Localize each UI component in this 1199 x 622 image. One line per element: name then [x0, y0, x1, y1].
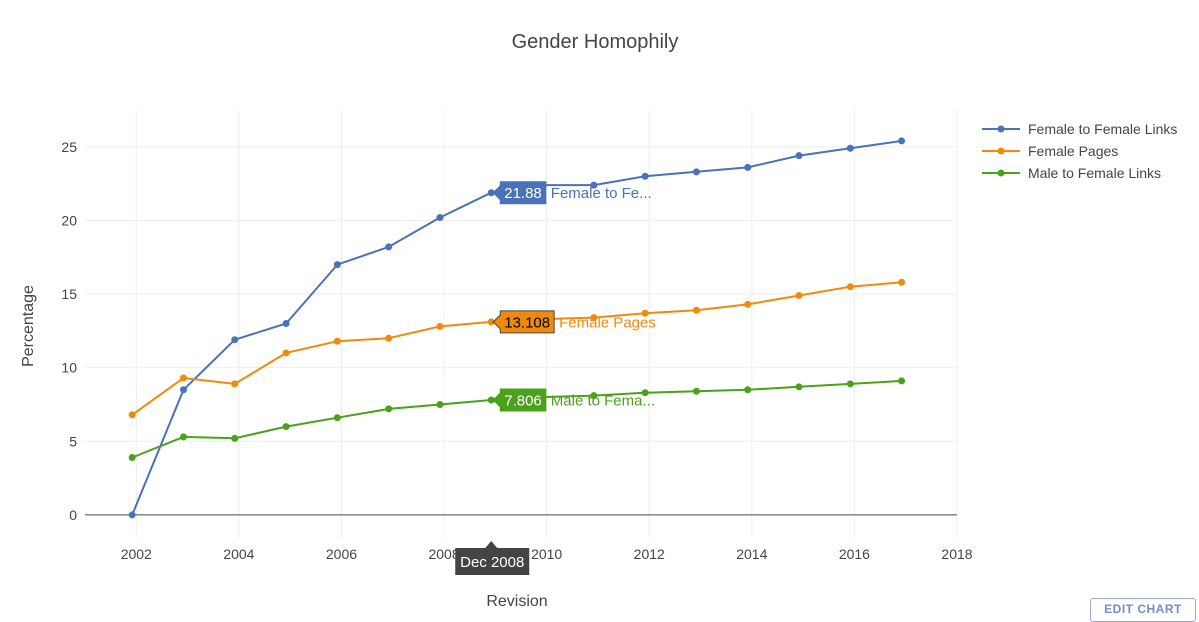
x-tick-label: 2012 [634, 546, 665, 562]
hover-value-box [492, 181, 547, 205]
data-point[interactable] [231, 336, 239, 344]
hover-series-name: Female Pages [559, 314, 656, 331]
data-point[interactable] [795, 383, 803, 391]
hover-value-box [492, 310, 555, 334]
data-point[interactable] [744, 163, 752, 171]
data-point[interactable] [436, 213, 444, 221]
data-point[interactable] [487, 318, 495, 326]
x-axis-title: Revision [486, 593, 547, 610]
data-point[interactable] [744, 300, 752, 308]
data-point[interactable] [692, 387, 700, 395]
hover-label-0: 21.88 Female to Fe... [492, 181, 652, 205]
x-tick-label: 2018 [941, 546, 972, 562]
y-tick-label: 10 [61, 360, 77, 376]
data-point[interactable] [385, 334, 393, 342]
hover-x-label: Dec 2008 [455, 541, 530, 575]
data-point[interactable] [282, 349, 290, 357]
data-point[interactable] [128, 511, 136, 519]
legend: Female to Female Links Female Pages Male… [980, 118, 1177, 184]
data-point[interactable] [898, 278, 906, 286]
data-point[interactable] [846, 380, 854, 388]
edit-chart-button[interactable]: EDIT CHART [1090, 598, 1196, 622]
hover-value-box [492, 388, 547, 412]
x-tick-label: 2014 [736, 546, 767, 562]
data-point[interactable] [282, 423, 290, 431]
y-tick-label: 20 [61, 212, 77, 228]
data-point[interactable] [128, 411, 136, 419]
hover-value: 21.88 [504, 185, 542, 202]
data-point[interactable] [692, 306, 700, 314]
data-point[interactable] [590, 181, 598, 189]
legend-swatch [982, 147, 1020, 155]
x-tick-label: 2002 [121, 546, 152, 562]
hover-label-2: 7.806 Male to Fema... [492, 388, 655, 412]
legend-label: Male to Female Links [1028, 165, 1162, 181]
hover-series-name: Female to Fe... [551, 185, 652, 202]
hover-x-box [455, 541, 530, 575]
legend-label: Female to Female Links [1028, 121, 1178, 137]
hover-layer: 21.88 Female to Fe... 13.108 Female Pages 7.… [455, 181, 656, 575]
data-point[interactable] [641, 172, 649, 180]
data-point[interactable] [898, 137, 906, 145]
hover-value: 7.806 [504, 392, 542, 409]
legend-item-female-pages[interactable]: Female Pages [980, 140, 1177, 162]
x-tick-label: 2010 [531, 546, 562, 562]
data-point[interactable] [385, 405, 393, 413]
x-tick-label: 2016 [839, 546, 870, 562]
data-point[interactable] [179, 374, 187, 382]
data-point[interactable] [385, 243, 393, 251]
data-point[interactable] [128, 453, 136, 461]
data-point[interactable] [333, 337, 341, 345]
data-point[interactable] [590, 392, 598, 400]
legend-item-male-to-female-links[interactable]: Male to Female Links [980, 162, 1177, 184]
data-point[interactable] [282, 320, 290, 327]
data-point[interactable] [795, 292, 803, 300]
hover-label-1: 13.108 Female Pages [492, 310, 656, 334]
data-point[interactable] [333, 261, 341, 269]
data-point[interactable] [846, 144, 854, 152]
data-point[interactable] [436, 322, 444, 330]
legend-label: Female Pages [1028, 143, 1119, 159]
data-point[interactable] [641, 389, 649, 397]
data-point[interactable] [231, 380, 239, 388]
data-point[interactable] [487, 189, 495, 197]
x-tick-label: 2008 [428, 546, 459, 562]
chart-title: Gender Homophily [512, 31, 679, 53]
data-point[interactable] [179, 433, 187, 441]
hover-series-name: Male to Fema... [551, 392, 655, 409]
axes: 0 5 10 15 20 25 2002 2004 2006 2008 2010 2012 2014 20… [61, 139, 972, 562]
data-point[interactable] [846, 283, 854, 291]
data-point[interactable] [487, 396, 495, 404]
data-point[interactable] [590, 314, 598, 322]
y-axis-title: Percentage [20, 285, 37, 367]
legend-item-female-to-female-links[interactable]: Female to Female Links [980, 118, 1177, 140]
data-point[interactable] [898, 377, 906, 385]
hover-value: 13.108 [504, 314, 550, 331]
grid-lines [85, 110, 958, 537]
data-point[interactable] [179, 386, 187, 394]
y-tick-label: 0 [69, 507, 77, 523]
y-tick-label: 25 [61, 139, 77, 155]
data-point[interactable] [744, 386, 752, 394]
data-point[interactable] [436, 400, 444, 408]
data-point[interactable] [333, 414, 341, 422]
data-point[interactable] [231, 434, 239, 442]
legend-swatch [982, 169, 1020, 177]
data-point[interactable] [795, 152, 803, 160]
hover-x-value: Dec 2008 [460, 554, 524, 571]
x-tick-label: 2004 [223, 546, 254, 562]
legend-swatch [982, 125, 1020, 133]
data-point[interactable] [641, 309, 649, 317]
y-tick-label: 15 [61, 286, 77, 302]
data-point[interactable] [692, 168, 700, 176]
y-tick-label: 5 [69, 433, 77, 449]
x-tick-label: 2006 [326, 546, 357, 562]
